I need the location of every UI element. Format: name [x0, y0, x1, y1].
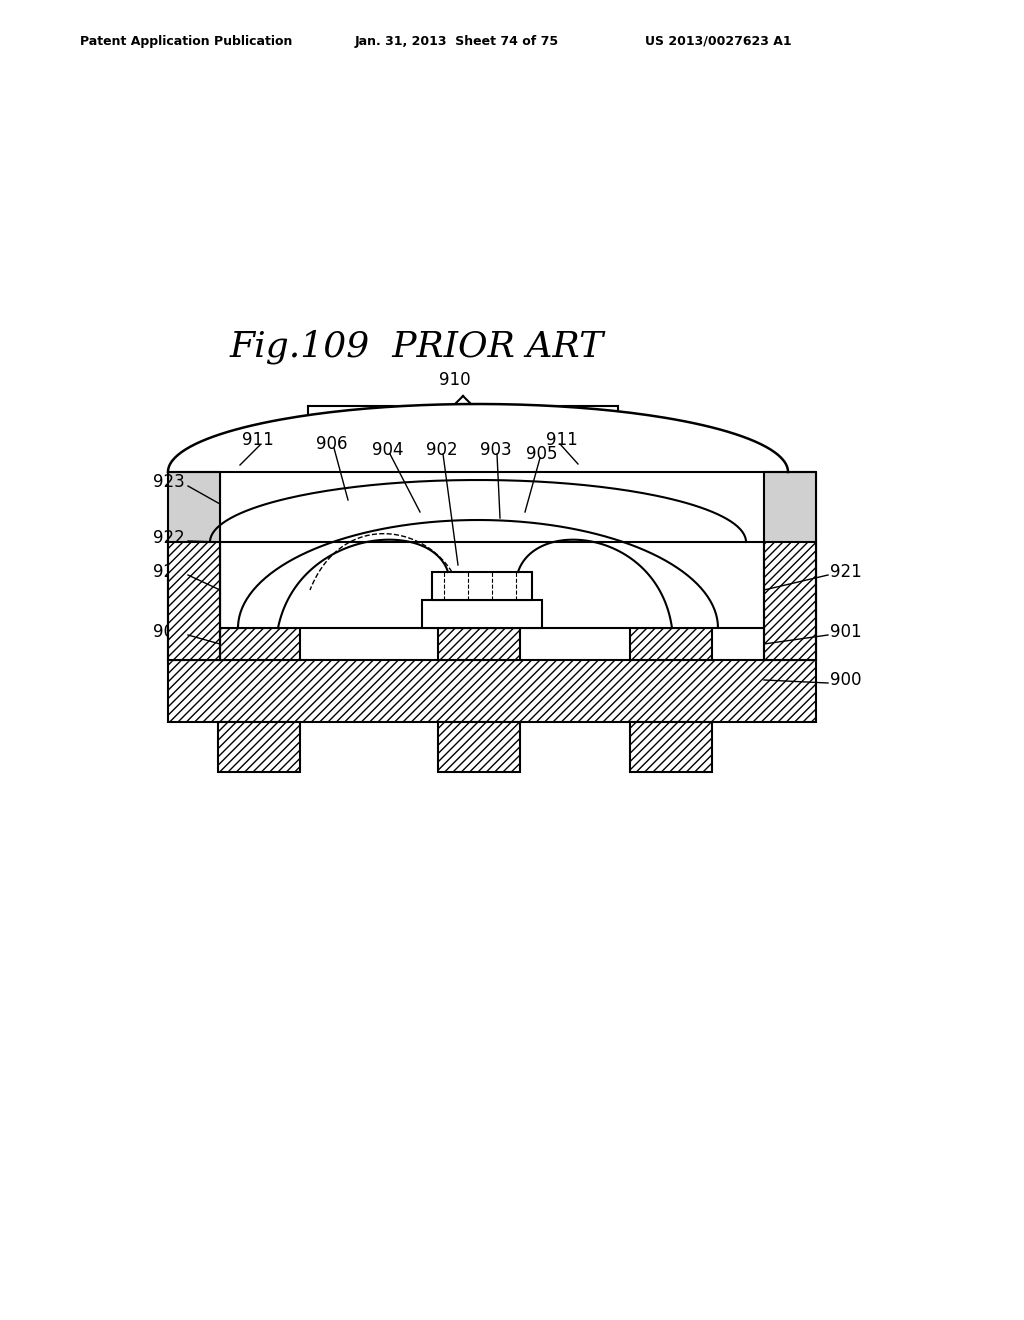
- Text: 904: 904: [373, 441, 403, 459]
- Text: US 2013/0027623 A1: US 2013/0027623 A1: [645, 36, 792, 48]
- Bar: [422, 601, 542, 628]
- Text: 910: 910: [439, 371, 471, 389]
- Text: 906: 906: [316, 436, 348, 453]
- Text: Patent Application Publication: Patent Application Publication: [80, 36, 293, 48]
- Polygon shape: [168, 473, 220, 660]
- Text: 921: 921: [154, 564, 185, 581]
- Text: 905: 905: [526, 445, 558, 463]
- Bar: [168, 660, 816, 722]
- Text: 902: 902: [426, 441, 458, 459]
- Text: Jan. 31, 2013  Sheet 74 of 75: Jan. 31, 2013 Sheet 74 of 75: [355, 36, 559, 48]
- Text: 901: 901: [830, 623, 861, 642]
- Bar: [438, 628, 520, 660]
- Text: 900: 900: [830, 671, 861, 689]
- Text: 911: 911: [546, 432, 578, 449]
- Text: 923: 923: [154, 473, 185, 491]
- Polygon shape: [238, 520, 718, 628]
- Bar: [432, 572, 532, 601]
- Text: 922: 922: [154, 529, 185, 546]
- Text: 901: 901: [154, 623, 185, 642]
- Bar: [218, 722, 300, 772]
- Bar: [438, 722, 520, 772]
- Polygon shape: [764, 473, 816, 660]
- Bar: [764, 543, 816, 660]
- Bar: [168, 543, 220, 660]
- Bar: [220, 543, 764, 628]
- Bar: [630, 628, 712, 660]
- Polygon shape: [168, 404, 788, 473]
- Text: 903: 903: [480, 441, 512, 459]
- Bar: [630, 722, 712, 772]
- Text: 911: 911: [242, 432, 273, 449]
- Text: Fig.109  PRIOR ART: Fig.109 PRIOR ART: [230, 330, 604, 364]
- Text: 921: 921: [830, 564, 862, 581]
- Bar: [218, 628, 300, 660]
